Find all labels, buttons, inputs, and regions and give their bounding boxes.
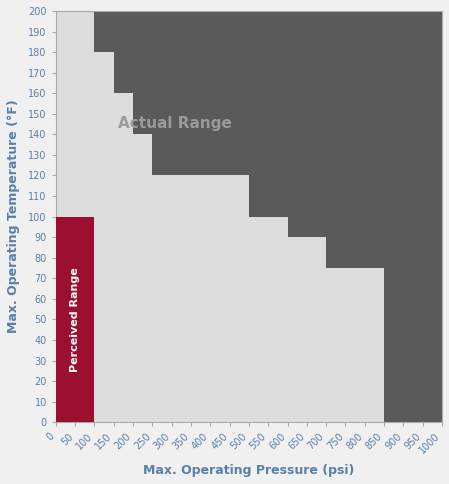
Bar [56,217,94,423]
Text: Actual Range: Actual Range [118,116,232,131]
Text: Perceived Range: Perceived Range [70,267,80,372]
Y-axis label: Max. Operating Temperature (°F): Max. Operating Temperature (°F) [7,100,20,333]
X-axis label: Max. Operating Pressure (psi): Max. Operating Pressure (psi) [143,464,355,477]
Bar [56,423,442,443]
Polygon shape [56,11,384,423]
